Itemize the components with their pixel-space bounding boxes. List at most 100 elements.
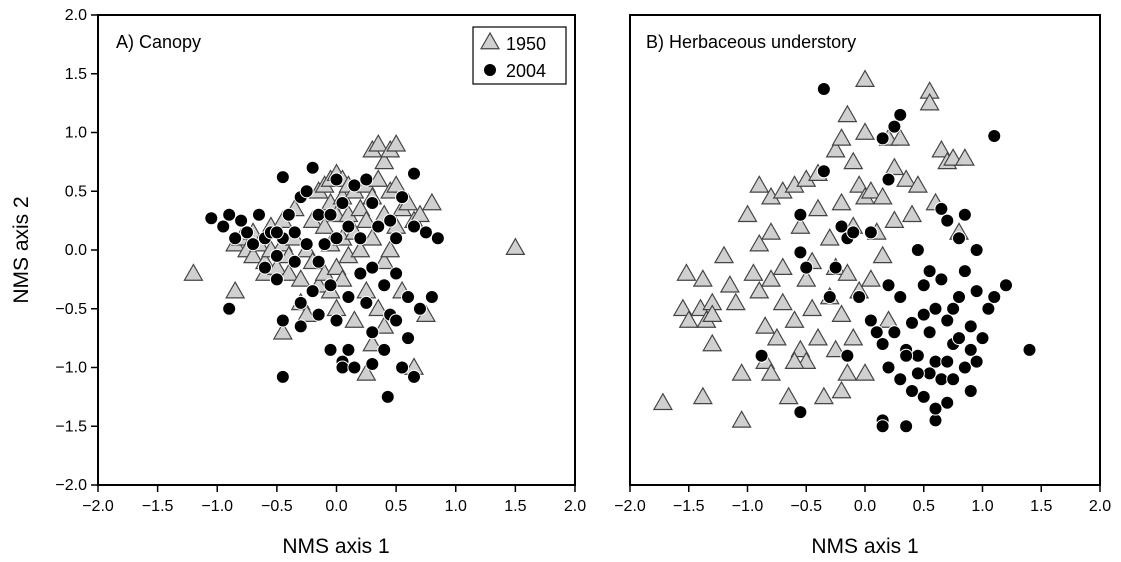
- point-2004: [816, 82, 831, 97]
- point-2004: [940, 354, 955, 369]
- x-tick-label: 1.5: [1030, 498, 1052, 515]
- point-1950: [421, 192, 442, 211]
- point-1950: [692, 386, 713, 405]
- point-2004: [969, 354, 984, 369]
- point-1950: [802, 298, 823, 317]
- point-2004: [863, 225, 878, 240]
- point-1950: [314, 216, 335, 234]
- point-2004: [916, 389, 931, 404]
- legend-label-1950: 1950: [506, 34, 546, 54]
- point-1950: [825, 339, 846, 358]
- point-2004: [424, 290, 439, 304]
- point-2004: [981, 301, 996, 316]
- point-2004: [828, 260, 843, 275]
- point-2004: [987, 129, 1002, 144]
- point-2004: [905, 315, 919, 330]
- legend-triangle-marker: [479, 31, 501, 50]
- point-1950: [784, 310, 805, 328]
- point-2004: [311, 307, 326, 322]
- point-1950: [831, 380, 852, 399]
- point-1950: [350, 198, 371, 217]
- point-1950: [849, 175, 870, 193]
- y-tick-label: −2.0: [55, 477, 87, 494]
- panel-a-title: A) Canopy: [116, 32, 201, 52]
- point-2004: [216, 219, 231, 234]
- point-1950: [954, 148, 975, 166]
- point-1950: [731, 410, 752, 428]
- point-2004: [822, 290, 837, 304]
- point-2004: [347, 360, 362, 375]
- point-2004: [881, 278, 896, 293]
- point-2004: [383, 213, 398, 228]
- point-1950: [772, 292, 793, 311]
- point-2004: [969, 243, 984, 257]
- point-2004: [251, 207, 266, 222]
- point-2004: [407, 166, 422, 181]
- point-1950: [702, 304, 723, 322]
- point-2004: [952, 331, 966, 346]
- point-1950: [719, 275, 740, 293]
- point-2004: [963, 319, 978, 334]
- point-2004: [922, 366, 937, 381]
- y-tick-label: 2.0: [65, 7, 87, 24]
- point-2004: [275, 170, 290, 185]
- point-2004: [371, 219, 386, 234]
- panel-b-points: [652, 69, 1037, 434]
- point-1950: [749, 233, 770, 252]
- point-2004: [246, 237, 261, 252]
- panel-a-y-ticks: 2.0 1.5 1.0 0.5 0.0 −0.5 −1.0 −1.5 −2.0: [55, 7, 98, 494]
- point-1950: [505, 237, 526, 255]
- point-2004: [257, 260, 272, 275]
- point-1950: [790, 216, 811, 234]
- x-tick-label: 2.0: [564, 498, 586, 515]
- point-2004: [269, 225, 284, 240]
- point-1950: [731, 363, 752, 381]
- point-1950: [368, 134, 389, 152]
- panel-b-title: B) Herbaceous understory: [646, 32, 856, 52]
- point-1950: [356, 363, 377, 381]
- point-2004: [887, 325, 902, 340]
- point-1950: [819, 228, 840, 246]
- point-2004: [834, 219, 849, 234]
- point-1950: [278, 263, 299, 281]
- point-2004: [793, 405, 808, 420]
- x-tick-label: −1.0: [732, 498, 764, 515]
- panel-b-x-ticks: −2.0 −1.5 −1.0 −0.5 0.0 0.5 1.0 1.5 2.0: [614, 485, 1111, 515]
- point-2004: [905, 384, 919, 398]
- point-2004: [341, 342, 356, 357]
- point-2004: [940, 313, 955, 328]
- point-1950: [356, 210, 377, 228]
- point-1950: [326, 257, 347, 275]
- x-tick-label: −1.0: [201, 498, 233, 515]
- point-2004: [922, 325, 937, 340]
- point-1950: [749, 175, 770, 193]
- point-1950: [837, 263, 858, 281]
- point-1950: [896, 169, 917, 187]
- point-2004: [430, 231, 445, 246]
- point-1950: [784, 351, 805, 369]
- y-tick-label: −1.0: [55, 360, 87, 377]
- point-1950: [854, 363, 876, 381]
- point-2004: [389, 266, 404, 281]
- point-2004: [311, 207, 326, 222]
- y-tick-label: −1.5: [55, 418, 87, 435]
- point-1950: [362, 228, 383, 246]
- panel-a-points: [183, 134, 526, 404]
- point-1950: [713, 245, 735, 264]
- point-2004: [323, 207, 338, 222]
- point-2004: [275, 313, 290, 328]
- point-1950: [760, 269, 782, 287]
- point-2004: [863, 313, 878, 328]
- point-2004: [359, 172, 374, 187]
- point-1950: [837, 104, 858, 123]
- point-2004: [395, 190, 410, 205]
- point-2004: [287, 254, 302, 269]
- panel-a-x-ticks: −2.0 −1.5 −1.0 −0.5 0.0 0.5 1.0 1.5 2.0: [82, 485, 586, 515]
- point-2004: [799, 260, 814, 275]
- point-1950: [380, 239, 401, 258]
- point-1950: [825, 139, 846, 158]
- point-2004: [329, 172, 344, 187]
- point-2004: [754, 348, 769, 363]
- point-2004: [407, 369, 422, 384]
- point-2004: [916, 278, 931, 293]
